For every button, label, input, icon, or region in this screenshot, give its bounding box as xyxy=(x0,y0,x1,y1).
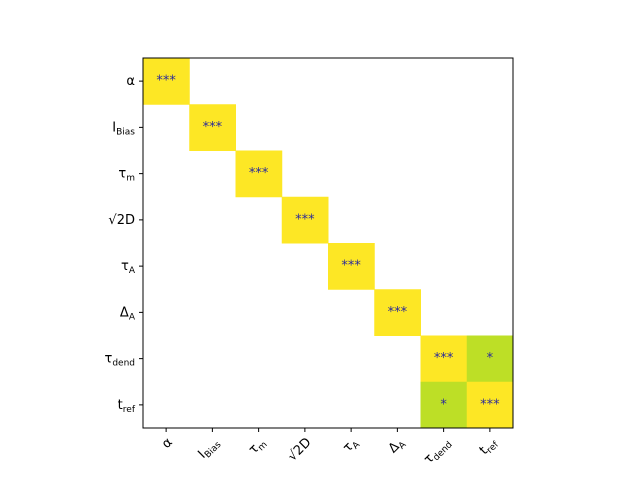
label-base: √2D xyxy=(285,435,314,464)
y-tick-label: α xyxy=(126,74,135,89)
label-sub: A xyxy=(129,312,136,322)
y-tick-label: τdend xyxy=(105,351,136,368)
cell-annotation: *** xyxy=(480,397,500,412)
cell-annotation: *** xyxy=(341,259,361,274)
axes-frame xyxy=(142,57,514,429)
x-tick-label: IBias xyxy=(195,434,223,462)
y-tick-label: τm xyxy=(118,166,135,183)
label-sub: dend xyxy=(112,358,135,368)
label-base: t xyxy=(118,397,123,412)
label-sub: Bias xyxy=(116,127,135,137)
x-tick-label: √2D xyxy=(285,435,314,464)
cell-annotation: *** xyxy=(156,74,176,89)
label-base: I xyxy=(112,120,116,135)
x-tick-label: τA xyxy=(340,434,363,457)
x-tick-label: τdend xyxy=(421,435,455,469)
heatmap-cell xyxy=(235,150,283,198)
label-base: Δ xyxy=(120,305,129,320)
x-tick-label: τm xyxy=(246,435,270,459)
x-tick-label: tref xyxy=(476,434,501,459)
heatmap-cell xyxy=(466,381,514,429)
heatmap-cell xyxy=(420,381,468,429)
cell-annotation: *** xyxy=(434,351,454,366)
label-sub: A xyxy=(129,266,136,276)
label-base: α xyxy=(159,435,176,452)
y-tick-label: tref xyxy=(118,397,136,414)
y-tick-label: √2D xyxy=(108,212,135,227)
heatmap-cell xyxy=(420,335,468,383)
x-tick-label: α xyxy=(159,435,176,452)
cell-annotation: * xyxy=(487,351,494,366)
heatmap-cell xyxy=(143,58,190,105)
heatmap-cell xyxy=(466,335,514,383)
cell-annotation: *** xyxy=(388,305,408,320)
label-sub: m xyxy=(126,173,135,183)
label-base: τ xyxy=(121,259,129,274)
heatmap-cell xyxy=(374,289,421,336)
heatmap-cell xyxy=(189,104,236,151)
label-base: α xyxy=(126,74,135,89)
label-sub: dend xyxy=(431,440,454,463)
heatmap-cell xyxy=(328,243,375,290)
x-tick-label: ΔA xyxy=(385,434,408,457)
heatmap-cell xyxy=(281,196,329,244)
cell-annotation: *** xyxy=(249,166,269,181)
cell-annotation: *** xyxy=(203,120,223,135)
y-tick-label: τA xyxy=(121,259,136,276)
label-sub: ref xyxy=(123,404,136,414)
label-sub: Bias xyxy=(203,439,224,460)
cell-annotation: *** xyxy=(295,212,315,227)
cell-annotation: * xyxy=(440,397,447,412)
y-tick-label: IBias xyxy=(112,120,135,137)
label-base: τ xyxy=(118,166,126,181)
y-tick-label: ΔA xyxy=(120,305,136,322)
label-base: τ xyxy=(105,351,113,366)
label-base: √2D xyxy=(108,212,135,227)
